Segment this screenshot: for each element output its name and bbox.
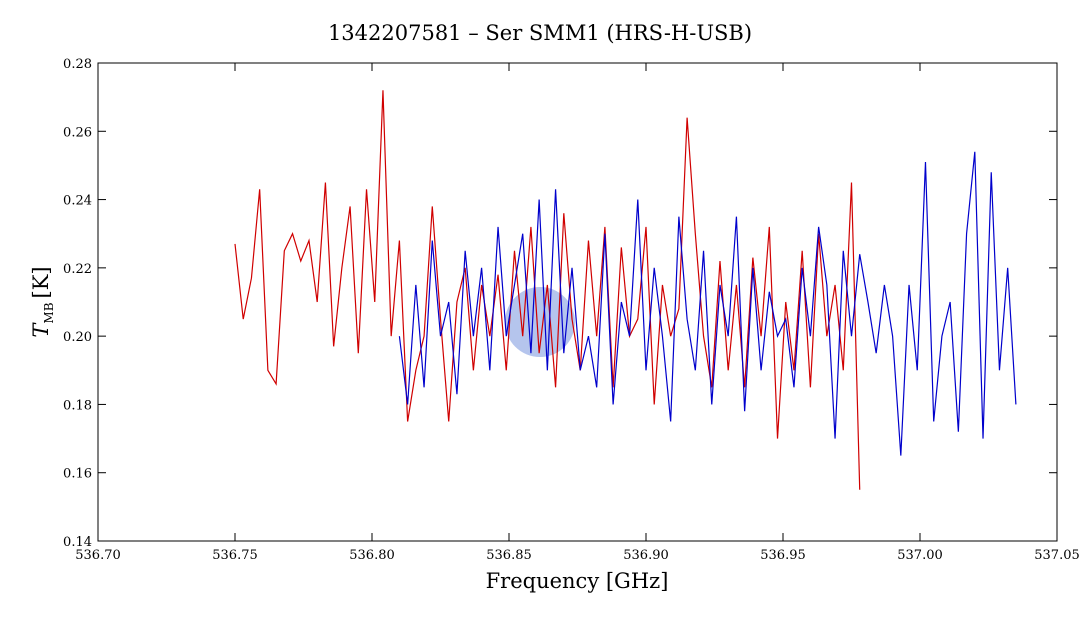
y-tick-label: 0.24	[63, 194, 92, 209]
y-tick-label: 0.22	[63, 262, 92, 277]
y-tick-label: 0.14	[63, 535, 92, 550]
y-tick-label: 0.16	[63, 467, 92, 482]
x-tick-label: 537.00	[897, 548, 943, 563]
spectrum-line	[234, 90, 861, 490]
plot-frame	[97, 62, 1058, 542]
chart-title: 1342207581 – Ser SMM1 (HRS-H-USB)	[328, 21, 752, 45]
y-label-unit: [K]	[29, 266, 53, 298]
y-tick-label: 0.26	[63, 125, 92, 140]
x-tick-label: 537.05	[1034, 548, 1080, 563]
y-tick-label: 0.28	[63, 57, 92, 72]
y-axis-label: TMB [K]	[29, 266, 56, 337]
x-tick-label: 536.70	[75, 548, 121, 563]
x-tick-label: 536.75	[212, 548, 258, 563]
x-tick-label: 536.90	[623, 548, 669, 563]
y-label-symbol: T	[29, 322, 53, 338]
y-tick-label: 0.20	[63, 330, 92, 345]
x-axis-label: Frequency [GHz]	[486, 569, 669, 593]
spectrum-line	[398, 151, 1017, 456]
y-tick-label: 0.18	[63, 398, 92, 413]
y-label-subscript: MB	[42, 302, 56, 323]
x-tick-label: 536.85	[486, 548, 532, 563]
x-tick-label: 536.95	[760, 548, 806, 563]
x-tick-label: 536.80	[349, 548, 395, 563]
